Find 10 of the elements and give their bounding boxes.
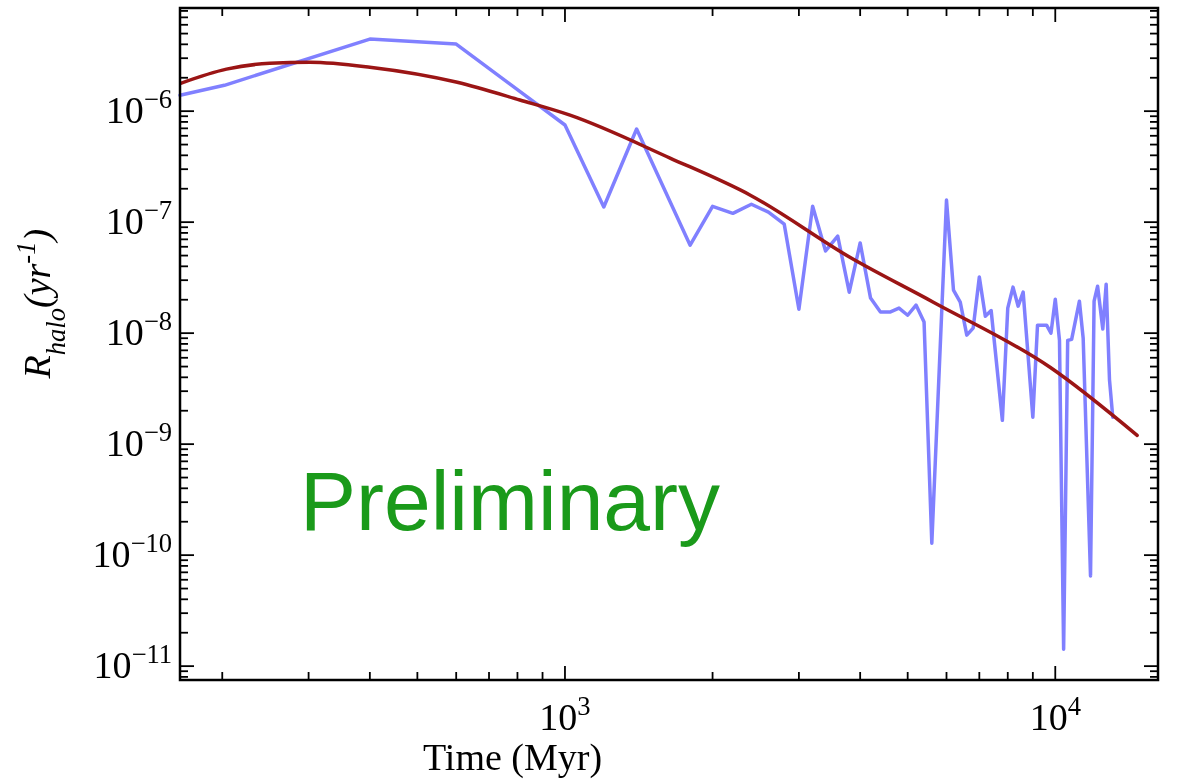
y-tick-label: 10$^{−6}$ xyxy=(105,84,172,132)
y-tick-label: 10$^{−7}$ xyxy=(105,195,172,243)
annotation: Preliminary xyxy=(299,454,721,548)
y-tick-label: 10$^{−11}$ xyxy=(93,639,172,687)
x-axis-title: Time (Myr) xyxy=(422,736,603,779)
y-tick-label: 10$^{−8}$ xyxy=(105,306,172,354)
y-tick-label: 10$^{−9}$ xyxy=(105,417,172,465)
x-tick-label: 10$^{3}$ xyxy=(539,691,591,738)
x-tick-label: 10$^{4}$ xyxy=(1029,691,1081,738)
y-tick-label: 10$^{−10}$ xyxy=(92,528,172,576)
